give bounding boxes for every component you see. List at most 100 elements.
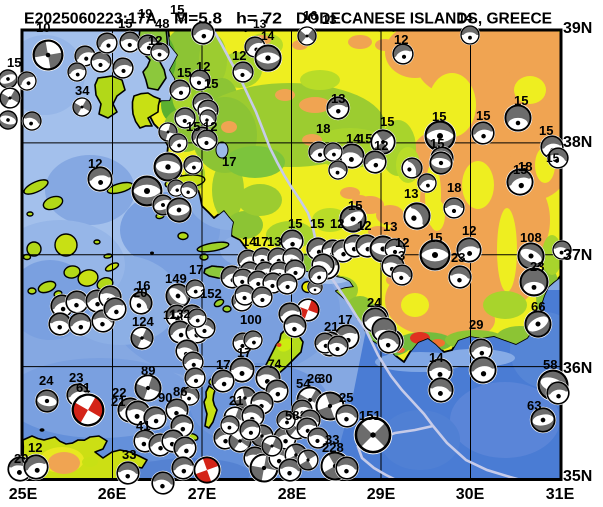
svg-text:24: 24 <box>367 295 382 310</box>
svg-text:18: 18 <box>518 159 532 174</box>
svg-text:48: 48 <box>155 16 169 31</box>
svg-text:124: 124 <box>132 314 154 329</box>
svg-text:15: 15 <box>186 119 200 134</box>
svg-text:12: 12 <box>394 32 408 47</box>
svg-text:13: 13 <box>322 12 336 27</box>
svg-text:14: 14 <box>261 29 275 43</box>
svg-text:17: 17 <box>254 234 268 249</box>
svg-text:15: 15 <box>177 65 191 80</box>
svg-text:24: 24 <box>39 373 54 388</box>
svg-text:31E: 31E <box>546 486 575 503</box>
svg-text:66: 66 <box>531 299 545 314</box>
svg-text:M=5.8: M=5.8 <box>174 11 222 28</box>
svg-text:14: 14 <box>242 234 257 249</box>
svg-text:33: 33 <box>325 432 339 447</box>
svg-text:20: 20 <box>133 285 147 300</box>
svg-text:10: 10 <box>36 20 50 35</box>
svg-text:h= 72: h= 72 <box>236 11 282 28</box>
svg-text:21: 21 <box>111 394 125 409</box>
svg-text:28E: 28E <box>278 486 307 503</box>
svg-text:151: 151 <box>359 408 381 423</box>
svg-text:15: 15 <box>428 230 442 245</box>
svg-text:63: 63 <box>527 398 541 413</box>
svg-text:14: 14 <box>458 10 473 25</box>
svg-text:18: 18 <box>316 121 330 136</box>
svg-text:33: 33 <box>122 447 136 462</box>
svg-text:16: 16 <box>136 278 150 293</box>
svg-text:15: 15 <box>514 93 528 108</box>
svg-text:15: 15 <box>539 123 553 138</box>
svg-text:100: 100 <box>240 312 262 327</box>
svg-text:12: 12 <box>374 138 388 153</box>
svg-text:26E: 26E <box>98 486 127 503</box>
svg-text:15: 15 <box>310 216 324 231</box>
svg-text:15: 15 <box>432 109 446 124</box>
svg-text:E2025060223:17A: E2025060223:17A <box>24 11 157 28</box>
svg-text:19: 19 <box>138 6 152 21</box>
svg-text:54: 54 <box>296 376 311 391</box>
svg-text:20: 20 <box>14 451 28 466</box>
svg-text:30E: 30E <box>456 486 485 503</box>
svg-text:25: 25 <box>339 390 353 405</box>
svg-text:15: 15 <box>476 108 490 123</box>
svg-text:17: 17 <box>237 345 251 360</box>
svg-text:12: 12 <box>203 119 217 134</box>
svg-text:14: 14 <box>429 350 444 365</box>
svg-text:3: 3 <box>398 248 405 263</box>
svg-text:29: 29 <box>469 317 483 332</box>
svg-text:11: 11 <box>163 308 176 322</box>
svg-text:12: 12 <box>357 218 371 233</box>
svg-text:17: 17 <box>338 312 352 327</box>
svg-text:15: 15 <box>430 136 444 151</box>
svg-text:23: 23 <box>69 370 83 385</box>
svg-text:15: 15 <box>288 216 302 231</box>
svg-text:12: 12 <box>28 440 42 455</box>
svg-text:35N: 35N <box>563 468 592 485</box>
svg-text:15: 15 <box>546 151 560 165</box>
svg-text:17: 17 <box>216 357 230 372</box>
svg-text:86: 86 <box>173 384 187 399</box>
svg-text:15: 15 <box>170 2 184 17</box>
svg-text:12: 12 <box>462 223 476 238</box>
svg-text:13: 13 <box>331 91 345 106</box>
svg-text:38N: 38N <box>563 134 592 151</box>
svg-text:89: 89 <box>141 363 155 378</box>
svg-text:DODECANESE ISLANDS, GREECE: DODECANESE ISLANDS, GREECE <box>296 11 552 28</box>
svg-text:14: 14 <box>346 131 361 146</box>
svg-text:132: 132 <box>170 307 190 321</box>
svg-text:36N: 36N <box>563 360 592 377</box>
svg-text:15: 15 <box>358 131 372 146</box>
svg-text:13: 13 <box>383 219 397 234</box>
svg-text:74: 74 <box>268 357 282 371</box>
svg-text:15: 15 <box>118 16 132 31</box>
svg-text:152: 152 <box>200 286 222 301</box>
svg-text:18: 18 <box>447 180 461 195</box>
svg-text:17: 17 <box>222 154 236 169</box>
svg-text:22: 22 <box>112 385 126 400</box>
svg-text:12: 12 <box>232 48 246 63</box>
svg-text:58: 58 <box>285 408 299 423</box>
svg-text:27E: 27E <box>188 486 217 503</box>
svg-text:12: 12 <box>196 59 210 74</box>
svg-text:228: 228 <box>322 440 344 455</box>
svg-text:39N: 39N <box>563 20 592 37</box>
svg-text:15: 15 <box>348 198 362 213</box>
svg-text:15: 15 <box>380 114 394 129</box>
svg-text:12: 12 <box>148 33 162 48</box>
svg-text:26: 26 <box>307 371 321 386</box>
svg-text:34: 34 <box>75 83 90 98</box>
svg-text:16: 16 <box>303 8 317 23</box>
svg-text:29E: 29E <box>367 486 396 503</box>
svg-text:13: 13 <box>404 186 418 201</box>
svg-text:23: 23 <box>451 250 465 265</box>
svg-text:13: 13 <box>253 17 267 31</box>
svg-text:108: 108 <box>520 230 542 245</box>
svg-text:25E: 25E <box>9 486 38 503</box>
svg-text:30: 30 <box>318 371 332 386</box>
svg-text:23: 23 <box>530 259 544 274</box>
svg-text:149: 149 <box>165 271 187 286</box>
svg-text:15: 15 <box>204 76 218 91</box>
svg-text:21: 21 <box>229 393 243 408</box>
svg-text:15: 15 <box>7 55 21 70</box>
svg-text:37N: 37N <box>563 247 592 264</box>
